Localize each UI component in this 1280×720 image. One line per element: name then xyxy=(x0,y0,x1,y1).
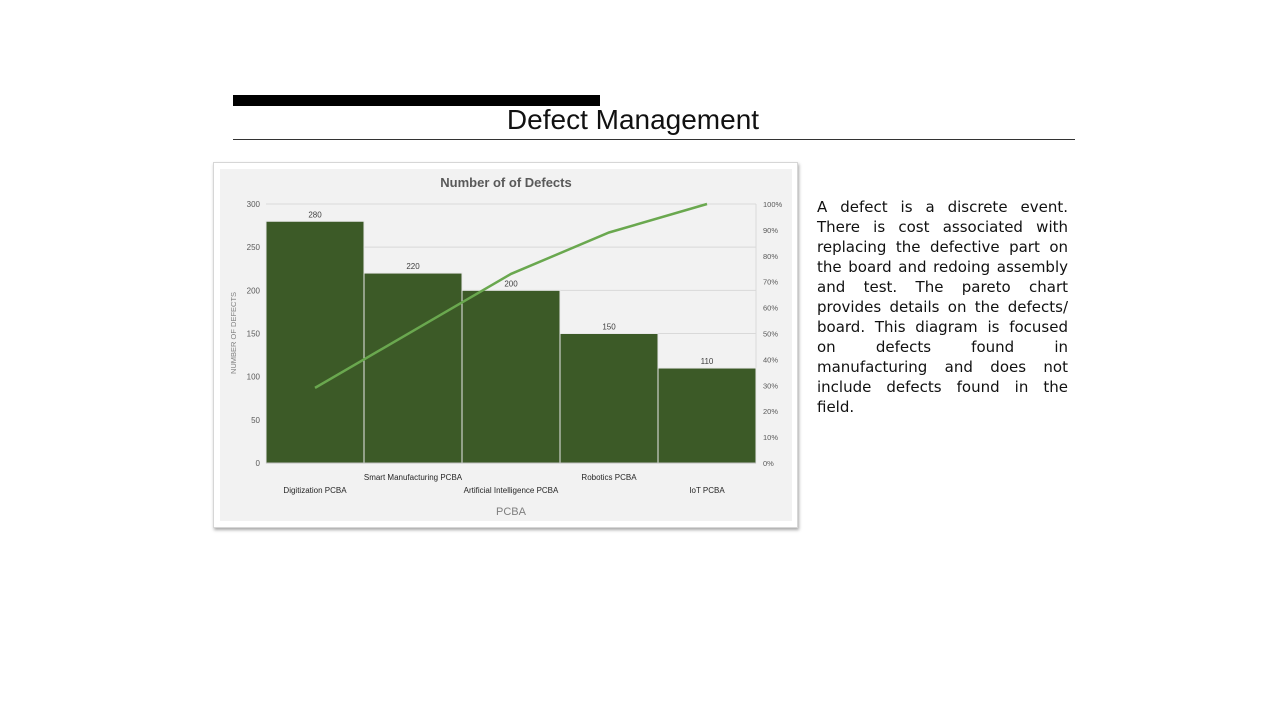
y2-tick-label: 0% xyxy=(763,459,774,468)
x-tick-label: Robotics PCBA xyxy=(581,473,637,482)
y-tick-label: 300 xyxy=(247,200,261,209)
data-labels: 280 220 200 150 110 xyxy=(308,210,714,366)
pareto-chart-svg: Number of of Defects 280 220 200 150 110 0 50… xyxy=(220,169,792,521)
pareto-chart: Number of of Defects 280 220 200 150 110 0 50… xyxy=(213,162,798,528)
cumulative-percent-line xyxy=(314,202,708,389)
y-tick-label: 250 xyxy=(247,243,261,252)
y2-tick-label: 100% xyxy=(763,200,783,209)
y-axis-title: NUMBER OF DEFECTS xyxy=(229,292,238,374)
data-label: 150 xyxy=(602,323,616,332)
chart-title: Number of of Defects xyxy=(440,175,571,190)
y2-tick-label: 20% xyxy=(763,407,778,416)
bar xyxy=(265,220,365,464)
y2-tick-label: 90% xyxy=(763,226,778,235)
y2-tick-label: 10% xyxy=(763,433,778,442)
bar xyxy=(559,333,659,464)
y2-tick-label: 50% xyxy=(763,330,778,339)
x-axis-title: PCBA xyxy=(496,506,527,518)
y2-tick-label: 80% xyxy=(763,252,778,261)
y2-tick-label: 70% xyxy=(763,278,778,287)
x-tick-label: Artificial Intelligence PCBA xyxy=(464,486,559,495)
y-tick-label: 100 xyxy=(247,373,261,382)
data-label: 220 xyxy=(406,262,420,271)
data-label: 110 xyxy=(701,357,714,366)
description-text: A defect is a discrete event. There is c… xyxy=(817,198,1068,416)
y2-tick-label: 60% xyxy=(763,304,778,313)
y-axis-ticks: 0 50 100 150 200 250 300 xyxy=(247,200,261,468)
y2-tick-label: 40% xyxy=(763,355,778,364)
bar xyxy=(363,272,463,464)
bar-series xyxy=(265,220,757,464)
bar xyxy=(461,289,561,464)
x-tick-label: IoT PCBA xyxy=(689,486,725,495)
y-tick-label: 200 xyxy=(247,286,261,295)
x-tick-label: Digitization PCBA xyxy=(283,486,347,495)
data-label: 280 xyxy=(308,210,322,219)
x-tick-label: Smart Manufacturing PCBA xyxy=(364,473,463,482)
bar xyxy=(657,367,757,464)
title-accent-bar xyxy=(233,95,600,106)
y2-axis-ticks: 0% 10% 20% 30% 40% 50% 60% 70% 80% 90% 100% xyxy=(763,200,783,468)
y2-tick-label: 30% xyxy=(763,381,778,390)
x-axis-ticks: Digitization PCBA Smart Manufacturing PCB… xyxy=(266,462,756,495)
y-tick-label: 0 xyxy=(256,459,261,468)
title-divider xyxy=(233,139,1075,140)
y-tick-label: 150 xyxy=(247,330,261,339)
y-tick-label: 50 xyxy=(251,416,260,425)
slide-title: Defect Management xyxy=(506,104,760,135)
data-label: 200 xyxy=(504,279,518,288)
